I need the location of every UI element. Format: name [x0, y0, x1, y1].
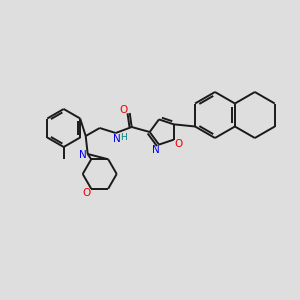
Text: N: N	[152, 145, 160, 154]
Text: H: H	[120, 133, 127, 142]
Text: O: O	[175, 139, 183, 149]
Text: O: O	[82, 188, 90, 198]
Text: N: N	[113, 134, 121, 144]
Text: O: O	[120, 105, 128, 115]
Text: N: N	[79, 150, 87, 160]
